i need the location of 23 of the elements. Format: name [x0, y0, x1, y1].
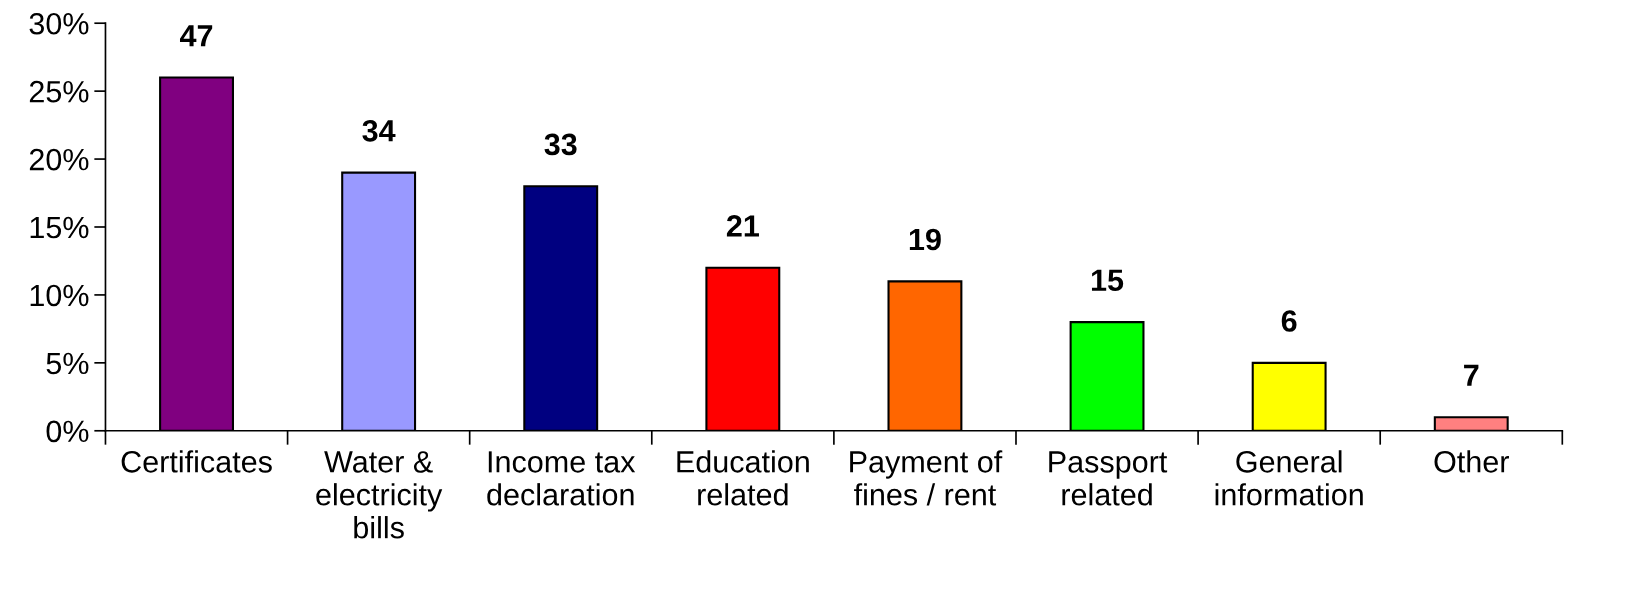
y-tick-label: 5% [46, 352, 89, 375]
x-tick-label: Passport related [1049, 451, 1168, 506]
annotation: 21 [726, 215, 759, 237]
y-tick-label: 15% [30, 216, 89, 239]
annotation: 19 [909, 228, 941, 251]
x-tick-label: Payment of fines / rent [850, 450, 1003, 506]
y-tick-label: 0% [46, 420, 89, 443]
annotation: 47 [180, 25, 213, 47]
annotation: 34 [362, 119, 396, 142]
y-tick-label: 20% [29, 148, 89, 171]
annotation: 6 [1281, 310, 1297, 332]
x-tick-label: Income tax declaration [487, 451, 636, 506]
y-tick-label: 25% [29, 80, 89, 103]
annotation: 15 [1091, 269, 1124, 292]
y-tick-label: 10% [30, 284, 89, 307]
x-tick-label: Water & electricity bills [316, 451, 443, 539]
x-tick-label: Certificates [121, 450, 272, 473]
x-tick-label: Education related [677, 450, 809, 506]
y-tick-label: 30% [29, 12, 89, 35]
x-tick-label: Other [1434, 450, 1509, 473]
annotation: 33 [544, 133, 577, 156]
annotation: 7 [1464, 364, 1479, 386]
x-tick-label: General information [1215, 450, 1363, 506]
